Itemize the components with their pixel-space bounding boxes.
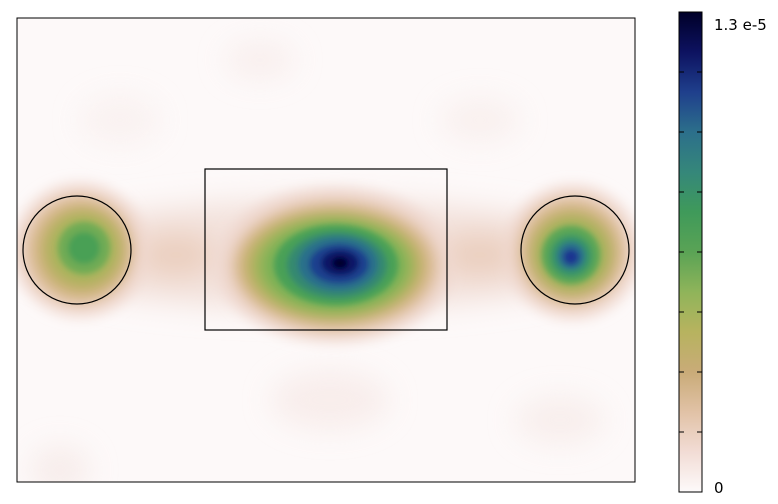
colorbar: [678, 11, 703, 493]
colorbar-max-label: 1.3 e-5: [714, 16, 767, 34]
center-rectangle-outline: [204, 168, 448, 331]
peak-left: [17, 182, 148, 318]
left-circle-outline: [22, 195, 132, 305]
peak-right: [505, 184, 635, 320]
heatmap-noise: [30, 40, 605, 482]
heatmap-field: [17, 18, 635, 482]
peak-center: [217, 187, 453, 343]
colorbar-min-label: 0: [714, 479, 724, 497]
colorbar-frame: [678, 11, 703, 493]
plot-frame: [16, 17, 636, 483]
colorbar-gradient: [679, 12, 702, 492]
right-circle-outline: [520, 195, 630, 305]
